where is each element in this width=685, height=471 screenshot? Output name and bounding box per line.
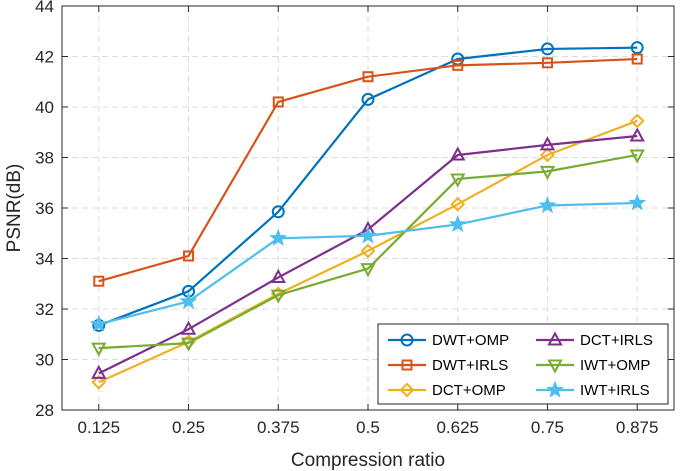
data-point-dwt-omp	[361, 92, 375, 106]
legend-marker	[547, 359, 563, 374]
series-dwt-irls	[93, 53, 643, 287]
data-point-iwt-omp	[270, 289, 286, 304]
data-point-dwt-omp	[271, 205, 285, 219]
series-line-dwt-omp	[98, 46, 638, 327]
y-tick-label: 44	[35, 0, 54, 16]
series-dct-omp	[91, 113, 645, 390]
data-point-dct-omp	[629, 113, 645, 129]
series-iwt-irls	[89, 193, 647, 332]
legend-label: IWT+IRLS	[580, 382, 650, 399]
data-point-dwt-irls	[541, 57, 553, 69]
legend-label: DWT+OMP	[432, 332, 509, 349]
y-axis-label: PSNR(dB)	[4, 164, 25, 253]
legend-item-dwt-omp: DWT+OMP	[388, 332, 509, 349]
data-point-dct-irls	[450, 146, 466, 161]
y-tick-label: 34	[35, 250, 54, 269]
x-tick-label: 0.375	[257, 418, 300, 437]
series-line-iwt-omp	[98, 153, 638, 350]
legend-label: DCT+IRLS	[580, 332, 653, 349]
series-line-dct-omp	[98, 119, 638, 384]
x-tick-label: 0.625	[436, 418, 479, 437]
legend-marker	[399, 382, 415, 398]
data-point-iwt-irls	[179, 292, 198, 310]
y-tick-label: 28	[35, 401, 54, 420]
series-line-dwt-irls	[98, 57, 638, 283]
x-axis-label: Compression ratio	[291, 450, 445, 471]
data-point-dct-omp	[360, 243, 376, 259]
data-point-dct-omp	[450, 196, 466, 212]
data-point-iwt-omp	[360, 263, 376, 278]
y-tick-label: 30	[35, 351, 54, 370]
x-tick-label: 0.875	[616, 418, 659, 437]
y-tick-label: 38	[35, 149, 54, 168]
data-point-dwt-irls	[452, 59, 464, 71]
x-tick-label: 0.125	[78, 418, 121, 437]
x-tick-label: 0.5	[356, 418, 380, 437]
x-tick-label: 0.25	[172, 418, 205, 437]
data-point-iwt-irls	[538, 196, 557, 214]
legend: DWT+OMP DWT+IRLS DCT+OMP DCT+IRLS IWT+OMP IWT…	[377, 323, 669, 405]
data-point-iwt-irls	[269, 228, 288, 246]
legend-item-dwt-irls: DWT+IRLS	[388, 357, 508, 374]
legend-marker	[546, 380, 564, 398]
data-point-iwt-irls	[448, 215, 467, 233]
data-point-iwt-omp	[539, 165, 556, 180]
data-point-dct-irls	[180, 320, 197, 335]
legend-item-iwt-irls: IWT+IRLS	[536, 380, 650, 399]
data-point-iwt-irls	[628, 193, 647, 211]
data-point-dwt-irls	[93, 275, 105, 287]
series-iwt-omp	[91, 149, 645, 357]
data-point-dct-omp	[540, 147, 555, 163]
data-point-iwt-irls	[89, 314, 108, 332]
data-point-iwt-omp	[629, 149, 645, 164]
data-point-dwt-omp	[630, 41, 644, 55]
data-point-dwt-irls	[272, 96, 284, 108]
legend-item-dct-irls: DCT+IRLS	[536, 331, 653, 349]
y-tick-label: 36	[35, 199, 54, 218]
legend-label: DCT+OMP	[432, 382, 506, 399]
legend-marker	[400, 333, 414, 347]
data-point-dwt-omp	[540, 42, 554, 56]
x-tick-label: 0.75	[531, 418, 564, 437]
data-point-dct-irls	[270, 268, 286, 283]
y-tick-label: 42	[35, 48, 54, 67]
y-tick-label: 32	[35, 300, 54, 319]
y-tick-label: 40	[35, 98, 54, 117]
data-point-dwt-irls	[183, 250, 195, 262]
data-point-iwt-omp	[91, 342, 107, 357]
data-point-dct-irls	[91, 364, 107, 379]
data-point-dct-omp	[91, 374, 107, 390]
legend-marker	[401, 359, 413, 371]
legend-marker	[547, 331, 563, 346]
data-point-dct-irls	[539, 136, 556, 151]
data-point-dct-irls	[629, 127, 645, 142]
data-point-iwt-omp	[180, 337, 197, 352]
data-point-iwt-irls	[359, 226, 377, 244]
data-point-dwt-irls	[631, 53, 643, 65]
data-point-dwt-irls	[362, 71, 374, 83]
legend-item-dct-omp: DCT+OMP	[388, 382, 506, 399]
data-point-iwt-omp	[450, 173, 466, 188]
legend-label: DWT+IRLS	[432, 357, 508, 374]
legend-label: IWT+OMP	[580, 357, 650, 374]
legend-item-iwt-omp: IWT+OMP	[536, 357, 650, 374]
legend-box	[377, 323, 669, 405]
